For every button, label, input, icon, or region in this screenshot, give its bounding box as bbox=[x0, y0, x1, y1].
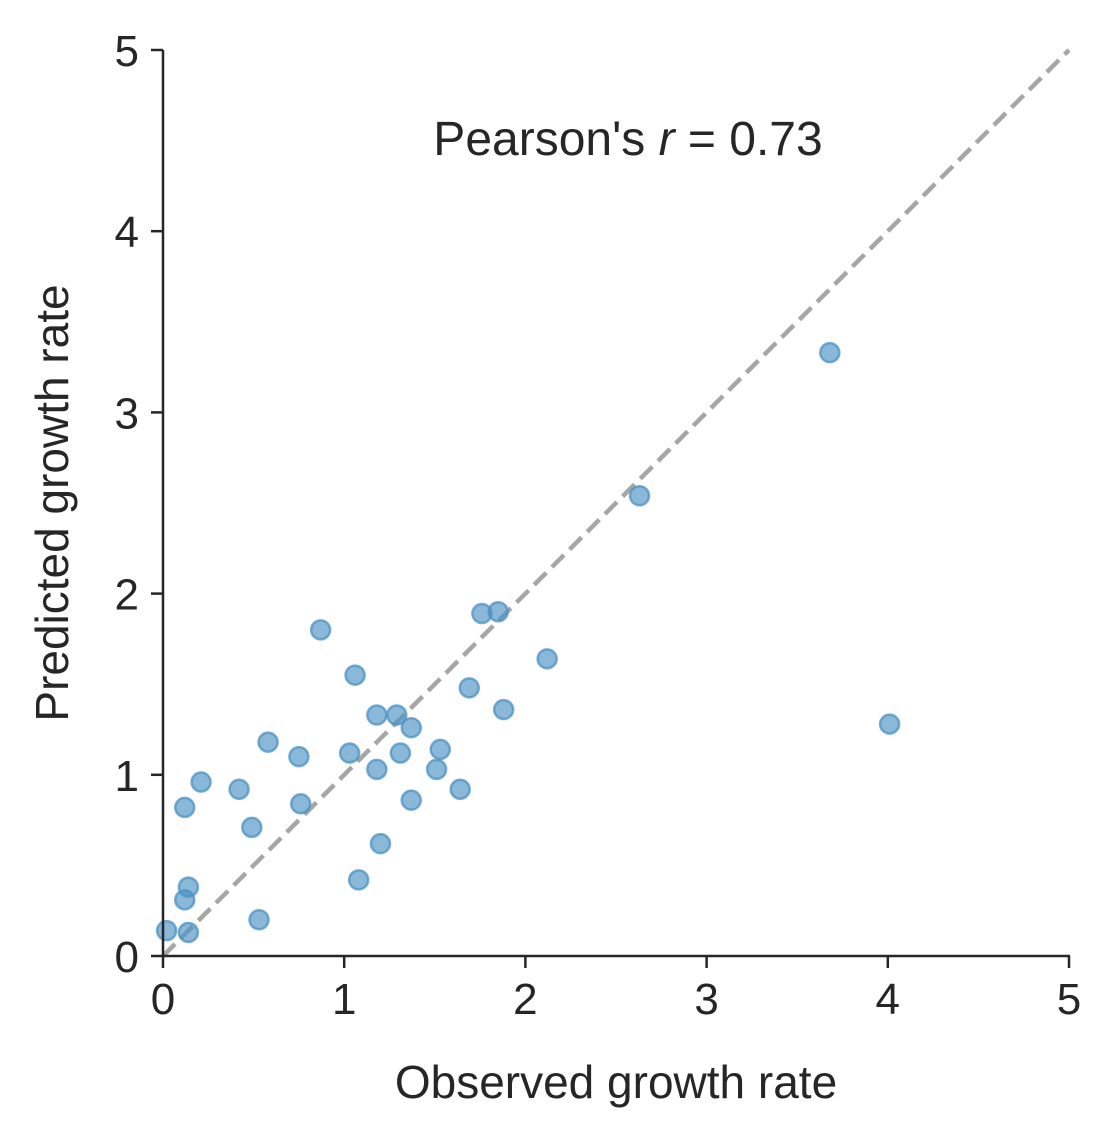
data-point bbox=[289, 793, 312, 815]
data-point bbox=[248, 909, 270, 931]
data-point bbox=[173, 796, 196, 819]
x-tick-label: 1 bbox=[332, 975, 356, 1024]
x-axis-label: Observed growth rate bbox=[395, 1056, 837, 1108]
data-point bbox=[385, 704, 408, 726]
y-ticks: 0 1 2 3 4 5 bbox=[115, 27, 163, 982]
reference-line-layer bbox=[161, 48, 1071, 958]
x-tick-label: 0 bbox=[151, 975, 175, 1024]
points-layer bbox=[155, 341, 901, 944]
data-point bbox=[288, 745, 310, 768]
data-point bbox=[369, 832, 392, 855]
pearson-annotation: Pearson's r = 0.73 bbox=[433, 113, 822, 166]
x-tick-label: 3 bbox=[694, 975, 718, 1024]
y-tick-label: 2 bbox=[115, 571, 139, 620]
data-point bbox=[347, 869, 370, 891]
y-tick-label: 3 bbox=[115, 389, 139, 438]
data-point bbox=[425, 758, 448, 781]
y-tick-label: 1 bbox=[115, 752, 139, 801]
data-point bbox=[366, 704, 388, 726]
data-point bbox=[173, 889, 196, 911]
data-point bbox=[177, 921, 200, 944]
data-point bbox=[190, 771, 212, 793]
annotation-suffix: = 0.73 bbox=[675, 113, 823, 166]
data-point bbox=[257, 731, 279, 753]
x-tick-label: 5 bbox=[1057, 975, 1081, 1024]
y-axis-label: Predicted growth rate bbox=[26, 284, 78, 721]
x-ticks: 0 1 2 3 4 5 bbox=[151, 956, 1081, 1024]
y-tick-label: 4 bbox=[115, 208, 139, 257]
data-point bbox=[241, 816, 263, 839]
data-point bbox=[338, 742, 361, 764]
data-point bbox=[400, 789, 422, 811]
data-point bbox=[389, 742, 412, 764]
y-tick-label: 5 bbox=[115, 27, 139, 76]
y-tick-label: 0 bbox=[115, 933, 139, 982]
data-point bbox=[228, 778, 250, 801]
annotation-variable: r bbox=[659, 113, 677, 166]
data-point bbox=[309, 619, 332, 641]
data-point bbox=[344, 664, 366, 686]
axes bbox=[161, 50, 1070, 958]
data-point bbox=[458, 677, 480, 699]
data-point bbox=[878, 713, 901, 735]
data-point bbox=[366, 758, 388, 781]
data-point bbox=[492, 698, 515, 721]
data-point bbox=[628, 485, 651, 507]
data-point bbox=[400, 716, 422, 739]
data-point bbox=[155, 919, 178, 942]
data-point bbox=[429, 738, 451, 761]
data-point bbox=[449, 778, 471, 801]
data-point bbox=[536, 648, 558, 670]
identity-reference-line bbox=[161, 48, 1071, 958]
data-point bbox=[487, 600, 509, 623]
x-tick-label: 4 bbox=[876, 975, 900, 1024]
annotation-prefix: Pearson's bbox=[433, 113, 658, 166]
x-tick-label: 2 bbox=[513, 975, 537, 1024]
data-point bbox=[819, 341, 841, 364]
